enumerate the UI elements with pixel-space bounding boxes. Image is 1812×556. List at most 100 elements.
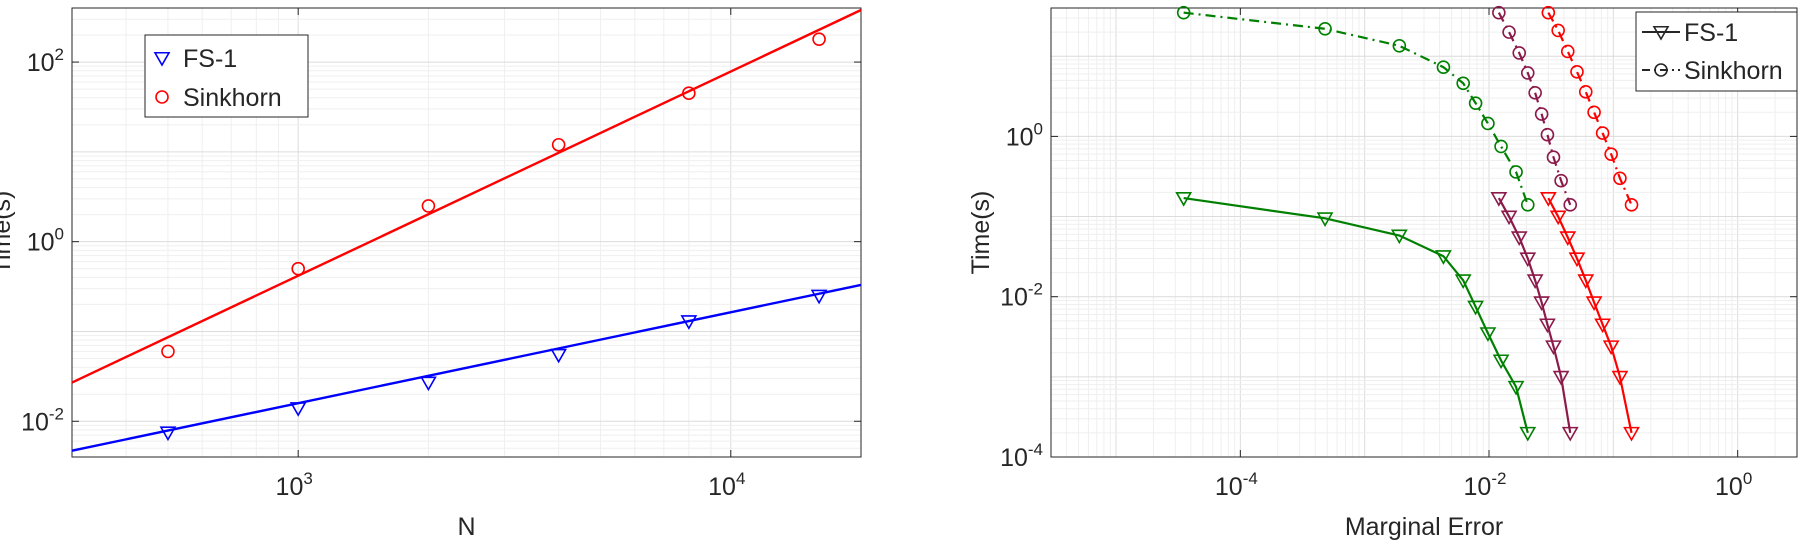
tick-base: 10 <box>27 49 55 77</box>
data-point <box>1613 171 1627 186</box>
series-line <box>1547 197 1633 434</box>
data-point <box>1456 76 1470 91</box>
series-fs-1-2 <box>1175 192 1537 442</box>
tick-base: 10 <box>21 408 49 436</box>
data-point <box>1526 274 1544 289</box>
data-point <box>1559 231 1577 246</box>
data-point <box>289 402 307 417</box>
tick-exponent: 0 <box>55 225 64 244</box>
series-sinkhorn-1 <box>1176 5 1535 212</box>
data-point <box>682 86 696 101</box>
legend-item-sinkhorn: Sinkhorn <box>155 84 282 112</box>
data-point <box>1551 23 1565 38</box>
series-line <box>1497 197 1572 434</box>
tick-exponent: 4 <box>736 469 745 488</box>
data-point <box>1519 426 1537 442</box>
data-point <box>1560 44 1575 59</box>
data-point <box>1552 370 1570 386</box>
data-point <box>1611 370 1629 386</box>
data-point <box>1539 192 1557 207</box>
data-point <box>1604 147 1618 161</box>
data-point <box>1549 210 1567 226</box>
data-point <box>1568 252 1586 268</box>
data-point <box>810 289 828 305</box>
data-point <box>1520 198 1535 212</box>
tick-base: 10 <box>1000 444 1028 472</box>
tick-exponent: 2 <box>55 45 64 64</box>
x-tick-label: 100 <box>1715 469 1752 501</box>
data-point <box>1176 5 1191 20</box>
fit-line <box>71 8 862 384</box>
data-point <box>550 348 568 364</box>
data-point <box>1563 198 1578 212</box>
plot-frame <box>1050 7 1798 458</box>
tick-base: 10 <box>1715 473 1743 501</box>
legend-label: FS-1 <box>1684 19 1738 47</box>
data-point <box>291 261 305 276</box>
data-point <box>1492 354 1510 370</box>
legend-label: FS-1 <box>183 45 237 73</box>
tick-base: 10 <box>27 229 55 257</box>
triangle-icon <box>1652 25 1670 41</box>
legend-label: Sinkhorn <box>1684 57 1783 85</box>
data-point <box>1509 165 1523 179</box>
data-point <box>1490 192 1508 207</box>
legend-marker-circle-icon <box>1642 63 1680 77</box>
data-point <box>551 137 566 152</box>
data-point <box>1519 252 1537 268</box>
data-point <box>1594 318 1612 334</box>
legend: FS-1 Sinkhorn <box>1635 11 1798 92</box>
tick-base: 10 <box>1006 123 1034 151</box>
circle-icon <box>1654 63 1668 77</box>
plot-frame <box>71 7 862 458</box>
data-point <box>1624 198 1639 212</box>
series-sinkhorn-3 <box>1492 5 1578 212</box>
tick-exponent: -2 <box>49 404 64 423</box>
x-tick-label: 104 <box>708 469 745 501</box>
y-tick-label: 10-2 <box>1000 280 1043 312</box>
y-axis-label: Time(s) <box>967 191 995 275</box>
data-point <box>1436 60 1451 75</box>
data-point <box>1392 39 1407 53</box>
legend-marker-triangle-icon <box>153 51 171 67</box>
series-layer <box>1175 5 1640 442</box>
tick-base: 10 <box>1464 473 1492 501</box>
y-tick-label: 10-4 <box>1000 440 1043 472</box>
x-tick-label: 10-2 <box>1464 469 1507 501</box>
data-point <box>1467 300 1484 316</box>
x-axis-label: Marginal Error <box>1345 513 1503 541</box>
data-point <box>1540 127 1555 142</box>
data-point <box>1510 231 1528 246</box>
tick-base: 10 <box>708 473 736 501</box>
legend-item-fs-1: FS-1 <box>1642 19 1738 47</box>
data-point <box>1435 250 1452 265</box>
tick-exponent: 0 <box>1743 469 1752 488</box>
data-point <box>420 376 437 392</box>
y-axis-label: Time(s) <box>0 191 16 275</box>
data-point <box>1316 212 1334 227</box>
data-point <box>1494 139 1508 154</box>
data-point <box>1479 327 1497 342</box>
data-point <box>1577 274 1595 289</box>
x-tick-label: 103 <box>276 469 313 501</box>
tick-base: 10 <box>276 473 304 501</box>
data-point <box>1534 107 1549 121</box>
data-point <box>1623 426 1640 442</box>
data-point <box>1545 340 1562 355</box>
data-point <box>421 199 436 213</box>
data-point <box>1512 46 1527 60</box>
data-point <box>1481 116 1495 131</box>
data-point <box>1578 85 1593 99</box>
series-layer <box>71 8 862 452</box>
data-point <box>1554 173 1568 188</box>
tick-exponent: 3 <box>303 469 312 488</box>
data-point <box>1318 22 1332 36</box>
data-point <box>1602 340 1620 355</box>
legend: FS-1 Sinkhorn <box>144 34 309 118</box>
series-line <box>1547 12 1633 206</box>
data-point <box>1468 96 1483 110</box>
